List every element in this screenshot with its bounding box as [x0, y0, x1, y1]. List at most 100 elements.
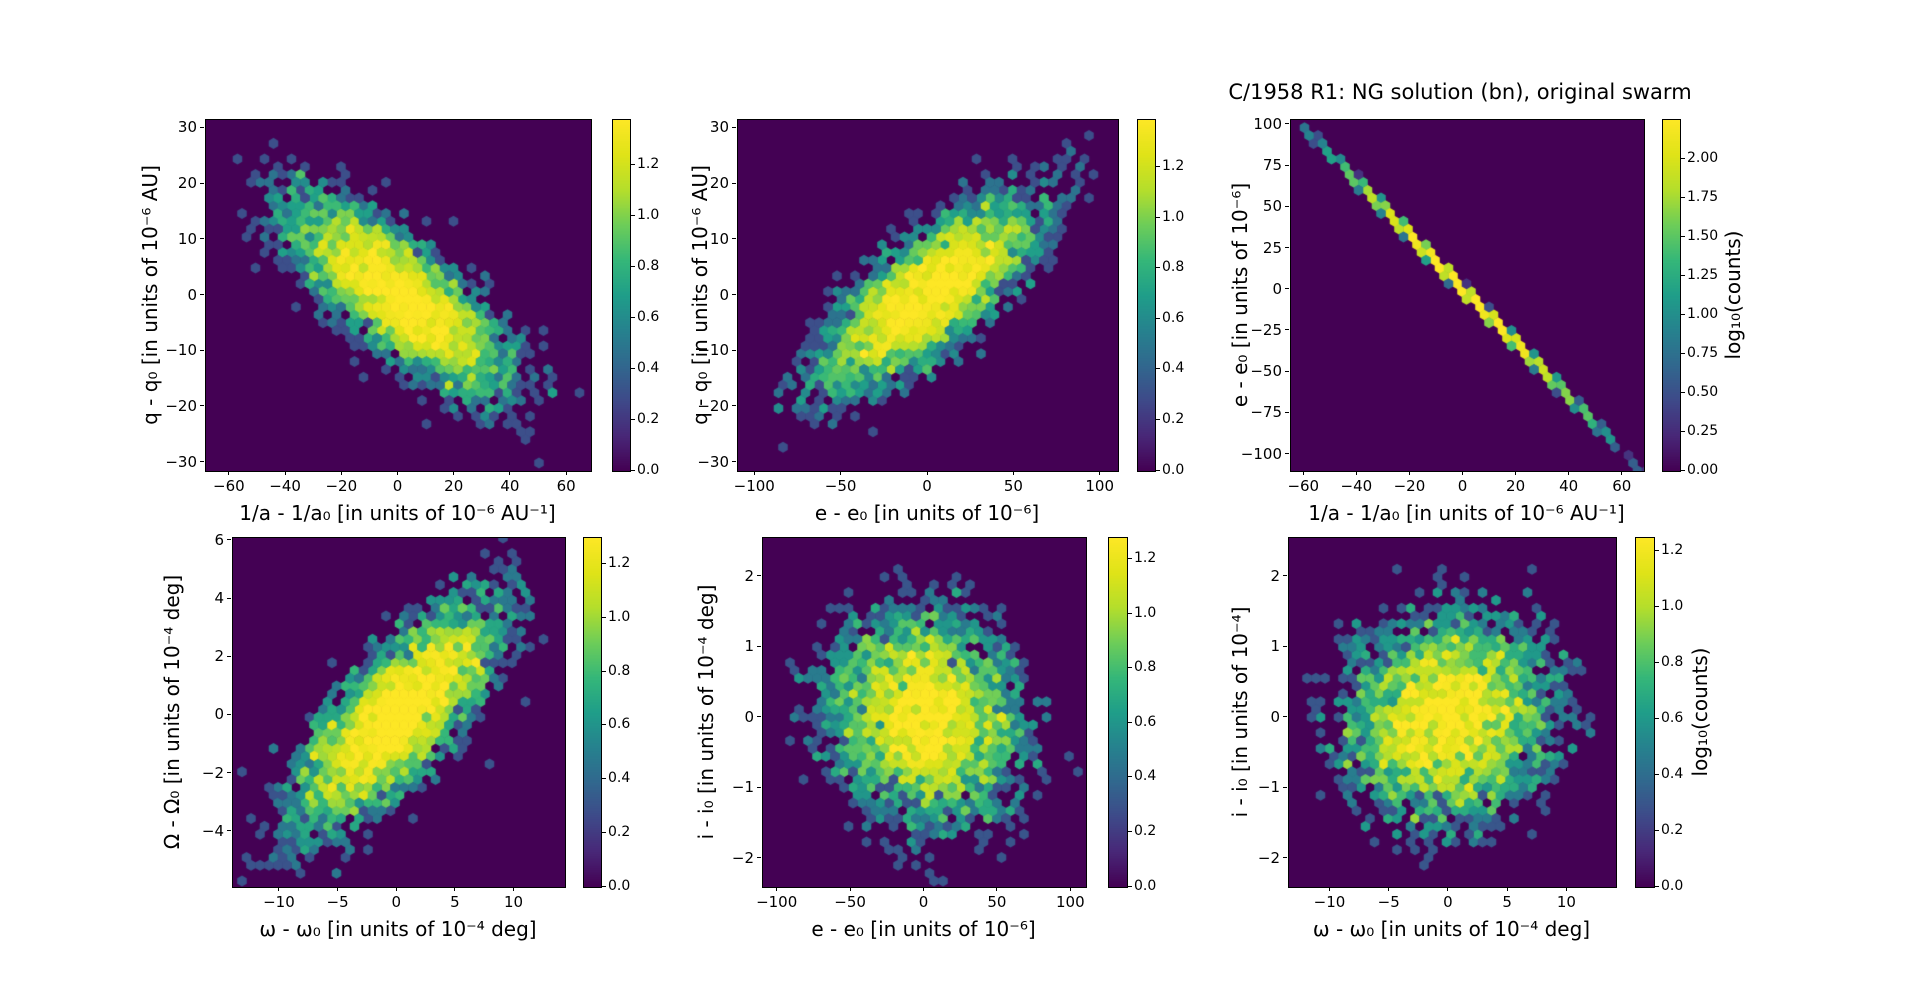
- y-tickmark: [732, 405, 736, 407]
- colorbar-tickmark: [1128, 558, 1132, 560]
- y-tickmark: [1285, 123, 1289, 125]
- colorbar-tick-label: 1.75: [1687, 188, 1719, 205]
- x-tickmark: [776, 887, 778, 891]
- colorbar: [1137, 119, 1156, 472]
- y-tick-label: 0: [1272, 279, 1282, 298]
- y-tick-label: −75: [1250, 403, 1282, 422]
- y-tickmark: [757, 645, 761, 647]
- y-tick-label: 25: [1262, 238, 1282, 257]
- colorbar-tick-label: 0.8: [637, 258, 660, 275]
- x-tick-label: 40: [500, 477, 520, 495]
- colorbar-tickmark: [1156, 317, 1160, 319]
- hexbin-plot-canvas: [205, 119, 592, 472]
- colorbar-tick-label: 1.2: [637, 156, 660, 173]
- colorbar-tickmark: [1681, 157, 1685, 159]
- hexbin-plot-canvas: [762, 537, 1087, 888]
- x-tickmark: [1069, 887, 1071, 891]
- colorbar-tickmark: [631, 164, 635, 166]
- y-tick-label: 0: [187, 285, 197, 304]
- y-tickmark: [1283, 575, 1287, 577]
- colorbar-tick-label: 0.0: [637, 461, 660, 478]
- colorbar: [583, 537, 602, 888]
- colorbar-tick-label: 1.2: [1162, 158, 1185, 175]
- x-tickmark: [849, 887, 851, 891]
- x-tickmark: [453, 471, 455, 475]
- colorbar-tickmark: [631, 367, 635, 369]
- colorbar-tickmark: [1681, 469, 1685, 471]
- x-tickmark: [1515, 471, 1517, 475]
- x-tickmark: [1506, 887, 1508, 891]
- x-tick-label: 0: [922, 477, 932, 495]
- colorbar-tick-label: 0.4: [1162, 360, 1185, 377]
- colorbar-tickmark: [1128, 721, 1132, 723]
- x-axis-label: ω - ω₀ [in units of 10⁻⁴ deg]: [1312, 917, 1591, 941]
- y-tickmark: [227, 655, 231, 657]
- y-tickmark: [1283, 786, 1287, 788]
- x-axis-label: ω - ω₀ [in units of 10⁻⁴ deg]: [259, 917, 537, 941]
- colorbar-tickmark: [602, 563, 606, 565]
- y-tickmark: [757, 786, 761, 788]
- colorbar-tickmark: [1128, 667, 1132, 669]
- colorbar-tickmark: [1128, 612, 1132, 614]
- x-tick-label: −50: [834, 893, 866, 911]
- y-tick-label: 30: [709, 118, 729, 137]
- y-tick-label: 0: [719, 285, 729, 304]
- x-tick-label: −100: [733, 477, 775, 495]
- y-tickmark: [1285, 411, 1289, 413]
- y-tickmark: [1283, 716, 1287, 718]
- colorbar-tickmark: [631, 266, 635, 268]
- x-tick-label: −40: [269, 477, 301, 495]
- y-tick-label: 2: [1270, 566, 1280, 585]
- colorbar-tick-label: 2.00: [1687, 149, 1719, 166]
- x-axis-label: 1/a - 1/a₀ [in units of 10⁻⁶ AU⁻¹]: [239, 501, 556, 525]
- x-tickmark: [565, 471, 567, 475]
- colorbar-tick-label: 0.4: [608, 770, 631, 787]
- x-tick-label: 100: [1055, 893, 1085, 911]
- colorbar-tick-label: 0.2: [1134, 822, 1157, 839]
- y-tickmark: [732, 238, 736, 240]
- x-tickmark: [1355, 471, 1357, 475]
- y-tickmark: [227, 539, 231, 541]
- y-tick-label: −2: [1257, 848, 1280, 867]
- colorbar-tickmark: [1681, 352, 1685, 354]
- y-tick-label: −30: [165, 452, 197, 471]
- y-tick-label: −20: [697, 396, 729, 415]
- y-tickmark: [1285, 288, 1289, 290]
- colorbar-tick-label: 1.2: [1661, 542, 1684, 559]
- colorbar-tick-label: 0.0: [1134, 877, 1157, 894]
- colorbar-tick-label: 0.8: [1162, 259, 1185, 276]
- y-tick-label: 2: [214, 647, 224, 666]
- colorbar-tickmark: [1156, 216, 1160, 218]
- y-tickmark: [200, 349, 204, 351]
- y-tick-label: −1: [1257, 778, 1280, 797]
- colorbar-tickmark: [1655, 829, 1659, 831]
- x-tick-label: 10: [504, 893, 524, 911]
- x-tick-label: 40: [1559, 477, 1579, 495]
- x-tickmark: [340, 471, 342, 475]
- x-tickmark: [923, 887, 924, 891]
- x-tickmark: [1565, 887, 1567, 891]
- y-tick-label: −2: [201, 763, 224, 782]
- x-axis-label: e - e₀ [in units of 10⁻⁶]: [814, 501, 1040, 525]
- y-tickmark: [1283, 645, 1287, 647]
- x-tickmark: [1012, 471, 1014, 475]
- y-tickmark: [732, 182, 736, 184]
- colorbar-tickmark: [1681, 274, 1685, 276]
- colorbar-tickmark: [631, 469, 635, 471]
- x-tick-label: −60: [213, 477, 245, 495]
- y-tick-label: 20: [709, 174, 729, 193]
- colorbar-tickmark: [631, 215, 635, 217]
- y-tickmark: [1283, 857, 1287, 859]
- colorbar-tick-label: 0.6: [1661, 709, 1684, 726]
- colorbar-tickmark: [1681, 313, 1685, 315]
- x-tickmark: [1388, 887, 1390, 891]
- colorbar-tickmark: [631, 418, 635, 420]
- y-tick-label: 0: [744, 707, 754, 726]
- y-tickmark: [200, 182, 204, 184]
- x-tick-label: −50: [824, 477, 857, 495]
- colorbar-tick-label: 1.0: [608, 609, 631, 626]
- colorbar-tick-label: 1.00: [1687, 305, 1719, 322]
- colorbar-tickmark: [1156, 267, 1160, 269]
- colorbar-tick-label: 1.25: [1687, 266, 1719, 283]
- colorbar-tickmark: [602, 670, 606, 672]
